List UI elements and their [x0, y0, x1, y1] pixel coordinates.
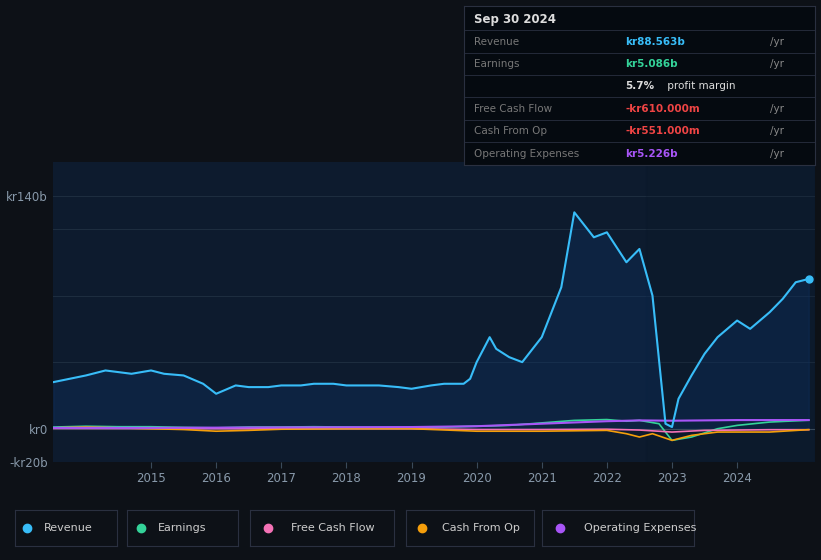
Text: Operating Expenses: Operating Expenses	[475, 148, 580, 158]
Text: Free Cash Flow: Free Cash Flow	[291, 523, 374, 533]
Text: Operating Expenses: Operating Expenses	[585, 523, 697, 533]
Text: profit margin: profit margin	[664, 81, 736, 91]
Text: -kr551.000m: -kr551.000m	[626, 126, 700, 136]
Text: Earnings: Earnings	[475, 59, 520, 69]
Text: Sep 30 2024: Sep 30 2024	[475, 13, 557, 26]
Text: /yr: /yr	[769, 59, 783, 69]
Text: /yr: /yr	[769, 126, 783, 136]
Text: Free Cash Flow: Free Cash Flow	[475, 104, 553, 114]
Text: -kr610.000m: -kr610.000m	[626, 104, 700, 114]
Text: /yr: /yr	[769, 36, 783, 46]
Text: /yr: /yr	[769, 148, 783, 158]
Text: kr88.563b: kr88.563b	[626, 36, 686, 46]
Text: kr5.086b: kr5.086b	[626, 59, 678, 69]
Text: kr5.226b: kr5.226b	[626, 148, 678, 158]
Text: /yr: /yr	[769, 104, 783, 114]
Text: Cash From Op: Cash From Op	[442, 523, 520, 533]
Text: Revenue: Revenue	[475, 36, 520, 46]
Bar	[646, 162, 815, 462]
Text: Earnings: Earnings	[158, 523, 207, 533]
Text: 5.7%: 5.7%	[626, 81, 654, 91]
Text: Revenue: Revenue	[44, 523, 92, 533]
Text: Cash From Op: Cash From Op	[475, 126, 548, 136]
